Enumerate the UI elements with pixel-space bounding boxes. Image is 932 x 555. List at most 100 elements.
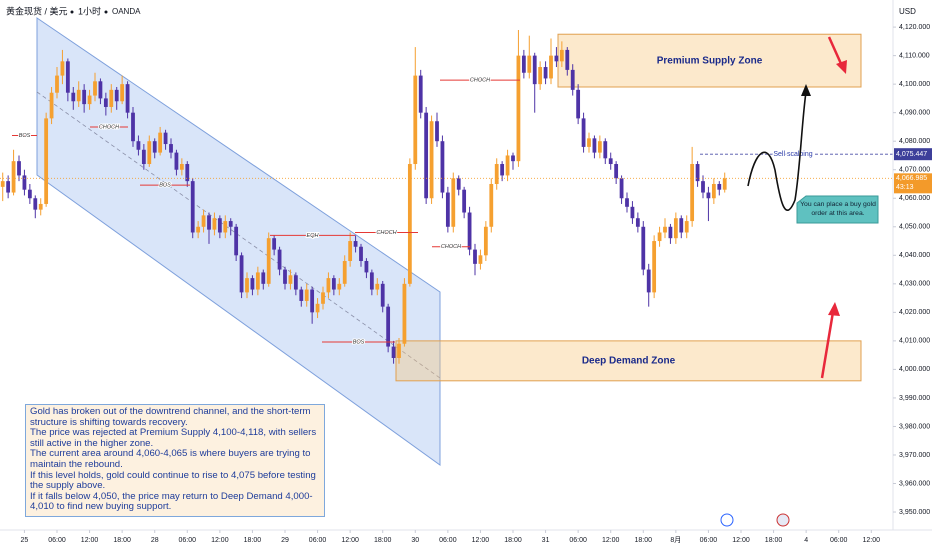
candle-body (277, 249, 282, 270)
x-tick-label: 28 (151, 537, 159, 544)
candle-body (402, 283, 407, 344)
y-tick-label: 4,070.000 (899, 167, 930, 174)
candle-body (359, 246, 363, 262)
y-tick-label: 3,980.000 (899, 423, 930, 430)
candle-body (435, 121, 439, 142)
candle-body (380, 283, 385, 307)
currency: USD (899, 7, 916, 16)
candle-body (532, 55, 537, 85)
candle-body (337, 283, 342, 290)
candle-body (576, 89, 581, 119)
last-price-label: 4,066.985 (896, 175, 927, 182)
candle-body (304, 289, 309, 301)
red-arrow (820, 311, 835, 379)
y-tick-label: 4,030.000 (899, 281, 930, 288)
candle-body (646, 269, 651, 293)
note-paragraph: The price was rejected at Premium Supply… (30, 427, 317, 449)
candle-body (440, 141, 445, 193)
structure-label: CHOCH (376, 230, 396, 236)
x-tick-label: 18:00 (374, 537, 392, 544)
x-tick-label: 8月 (670, 536, 681, 544)
candle-body (407, 164, 412, 284)
candle-body (625, 198, 629, 207)
candle-body (65, 61, 70, 93)
candle-body (364, 261, 369, 273)
candle-body (353, 241, 358, 247)
note-paragraph: The current area around 4,060-4,065 is w… (30, 448, 311, 470)
candle-body (592, 138, 597, 153)
candle-body (614, 164, 619, 179)
y-tick-label: 4,090.000 (899, 110, 930, 117)
candle-body (424, 112, 429, 199)
candle-body (706, 192, 711, 199)
candle-body (0, 181, 5, 187)
source: OANDA (112, 7, 141, 16)
candle-body (321, 292, 325, 304)
candle-body (570, 69, 575, 90)
x-tick-label: 06:00 (309, 537, 327, 544)
x-tick-label: 30 (411, 537, 419, 544)
candle-body (711, 183, 716, 199)
candle-body (196, 226, 201, 233)
candle-body (684, 221, 689, 233)
candle-body (511, 155, 515, 162)
candle-body (228, 221, 233, 227)
candle-body (114, 89, 119, 102)
arrow-head (828, 302, 840, 316)
event-icon (776, 513, 790, 527)
level-name: Sell scalping (773, 151, 812, 158)
x-tick-label: 18:00 (765, 537, 783, 544)
candle-body (657, 232, 662, 242)
structure-label: BOS (353, 339, 365, 345)
candle-body (136, 141, 141, 150)
y-tick-label: 4,100.000 (899, 81, 930, 88)
candle-body (543, 67, 548, 79)
candle-body (82, 89, 87, 105)
candle-body (283, 269, 287, 284)
analysis-note: Gold has broken out of the downtrend cha… (25, 404, 325, 517)
candle-body (717, 183, 722, 190)
structure-label: CHOCH (99, 124, 119, 130)
x-tick-label: 29 (281, 537, 289, 544)
x-tick-label: 06:00 (700, 537, 718, 544)
candle-body (549, 55, 553, 79)
candle-body (44, 118, 49, 204)
candle-body (603, 141, 608, 159)
candle-body (201, 215, 206, 227)
candle-body (619, 178, 624, 199)
zone-label: Premium Supply Zone (657, 55, 763, 66)
x-tick-label: 12:00 (472, 537, 490, 544)
candle-body (310, 289, 315, 313)
last-price-tag (894, 173, 932, 194)
candle-body (109, 89, 114, 107)
candle-body (483, 226, 488, 256)
candle-body (538, 67, 543, 85)
candle-body (131, 112, 135, 142)
x-tick-label: 18:00 (244, 537, 262, 544)
zone (395, 340, 862, 382)
candle-body (342, 261, 347, 284)
candle-body (6, 181, 11, 193)
candle-body (652, 241, 657, 293)
structure-label: EQH (307, 233, 319, 239)
candle-body (22, 175, 27, 190)
candle-body (141, 149, 146, 165)
candle-body (386, 306, 391, 347)
candle-body (185, 164, 190, 182)
candle-body (87, 95, 92, 105)
candle-body (163, 132, 168, 145)
candle-body (494, 164, 499, 184)
candle-body (169, 144, 173, 153)
note-paragraph: If this level holds, gold could continue… (30, 469, 316, 492)
callout-text: You can place a buy gold (800, 201, 876, 208)
candle-body (174, 152, 179, 170)
candle-body (17, 161, 21, 176)
structure-label: BOS (19, 133, 31, 139)
note-paragraph: Gold has broken out of the downtrend cha… (30, 406, 311, 428)
symbol: 黄金现货 / 美元 (6, 5, 68, 16)
candle-body (701, 181, 705, 193)
candle-body (49, 92, 54, 119)
candle-body (456, 178, 461, 190)
candle-body (245, 278, 249, 293)
